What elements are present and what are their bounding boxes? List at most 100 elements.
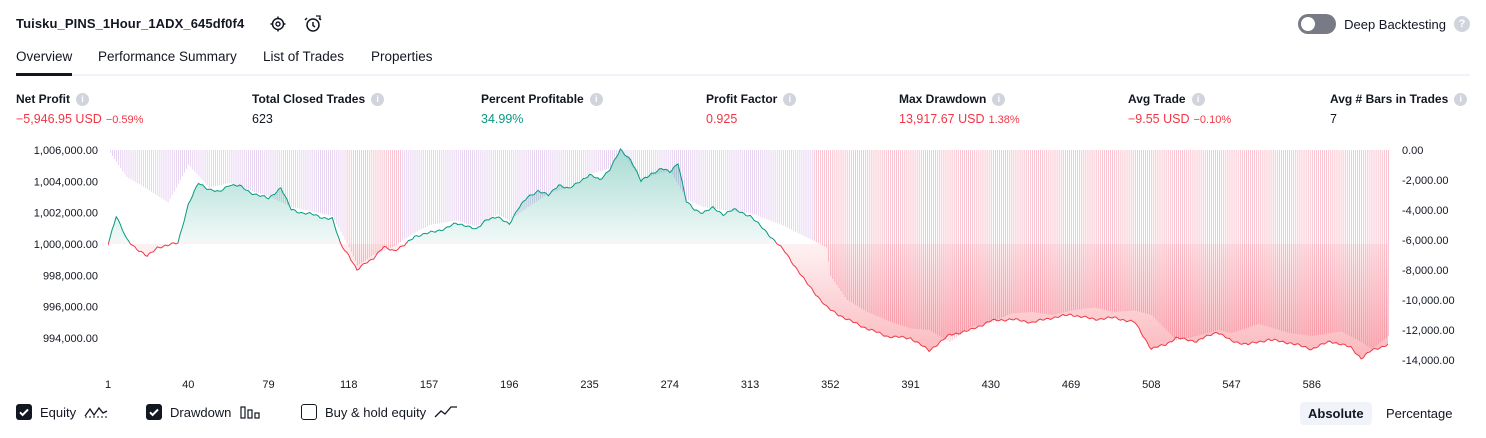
x-tick-label: 469	[1062, 379, 1080, 391]
metrics-row: Net Profit i −5,946.95 USD −0.59% Total Cl…	[16, 92, 1470, 132]
legend-drawdown[interactable]: Drawdown	[146, 404, 261, 420]
report-tabs: Overview Performance Summary List of Tra…	[16, 40, 1470, 76]
info-icon[interactable]: i	[992, 92, 1006, 106]
info-icon[interactable]: i	[1191, 92, 1205, 106]
equity-line-icon	[84, 406, 108, 418]
x-tick-label: 196	[500, 379, 518, 391]
equity-loss-area	[108, 241, 1388, 359]
y-left-tick-label: 1,006,000.00	[34, 145, 98, 157]
right-axis: 0.00 -2,000.00 -4,000.00 -6,000.00 -8,000.00…	[1402, 145, 1455, 367]
x-tick-label: 430	[982, 379, 1000, 391]
tab-properties[interactable]: Properties	[371, 49, 433, 64]
deep-backtesting-control: Deep Backtesting ?	[1298, 14, 1470, 34]
x-tick-label: 586	[1303, 379, 1321, 391]
metric-percent: −0.59%	[105, 114, 144, 126]
x-tick-label: 157	[420, 379, 438, 391]
legend-label: Buy & hold equity	[325, 404, 427, 420]
legend-label: Equity	[40, 404, 77, 420]
y-left-tick-label: 998,000.00	[43, 270, 98, 282]
metric-percent-profitable: Percent Profitable i 34.99%	[481, 92, 603, 126]
y-right-tick-label: -14,000.00	[1402, 355, 1455, 367]
percentage-mode-button[interactable]: Percentage	[1386, 406, 1453, 421]
metric-label: Total Closed Trades	[252, 92, 366, 106]
equity-series	[108, 147, 1388, 360]
metric-value: 0.925	[706, 112, 738, 126]
info-icon[interactable]: i	[1454, 92, 1468, 106]
metric-label: Net Profit	[16, 92, 70, 106]
metric-total-closed-trades: Total Closed Trades i 623	[252, 92, 385, 126]
metric-percent: 1.38%	[988, 114, 1020, 126]
equity-profit-area	[109, 148, 775, 241]
y-right-tick-label: -8,000.00	[1402, 265, 1448, 277]
metric-value: −9.55 USD	[1128, 112, 1190, 126]
settings-gear-icon[interactable]	[268, 14, 288, 34]
y-right-tick-label: -12,000.00	[1402, 325, 1455, 337]
equity-drawdown-chart[interactable]: 1,006,000.00 1,004,000.00 1,002,000.00 1,00…	[0, 140, 1486, 396]
y-right-tick-label: -2,000.00	[1402, 175, 1448, 187]
y-right-tick-label: -4,000.00	[1402, 205, 1448, 217]
y-right-tick-label: -6,000.00	[1402, 235, 1448, 247]
buy-hold-line-icon	[434, 406, 458, 418]
chart-legend: Equity Drawdown Buy & hold equity Absolu…	[16, 402, 1470, 428]
metric-max-drawdown: Max Drawdown i 13,917.67 USD 1.38%	[899, 92, 1020, 126]
y-left-tick-label: 1,000,000.00	[34, 239, 98, 251]
metric-avg-trade: Avg Trade i −9.55 USD −0.10%	[1128, 92, 1231, 126]
deep-backtesting-toggle[interactable]	[1298, 14, 1337, 34]
y-left-tick-label: 1,002,000.00	[34, 208, 98, 220]
drawdown-bars-icon	[240, 406, 261, 419]
x-tick-label: 1	[105, 379, 111, 391]
metric-label: Profit Factor	[706, 92, 778, 106]
metric-avg-bars-in-trades: Avg # Bars in Trades i 7	[1330, 92, 1468, 126]
metric-profit-factor: Profit Factor i 0.925	[706, 92, 797, 126]
alarm-clock-icon[interactable]	[303, 14, 323, 34]
checkbox-checked-icon[interactable]	[16, 404, 32, 420]
deep-backtesting-label: Deep Backtesting	[1344, 16, 1446, 32]
x-axis: 1 40 79 118 157 196 235 274 313 352 391 430 469 508 54…	[105, 379, 1321, 391]
report-header: Tuisku_PINS_1Hour_1ADX_645df0f4 Deep Bac…	[16, 12, 1470, 36]
y-left-tick-label: 1,004,000.00	[34, 176, 98, 188]
checkbox-checked-icon[interactable]	[146, 404, 162, 420]
metric-value: −5,946.95 USD	[16, 112, 102, 126]
metric-value: 34.99%	[481, 112, 524, 126]
strategy-title: Tuisku_PINS_1Hour_1ADX_645df0f4	[16, 16, 245, 31]
equity-line-loss	[108, 241, 1388, 360]
left-axis: 1,006,000.00 1,004,000.00 1,002,000.00 1,00…	[34, 145, 98, 345]
toggle-knob	[1301, 17, 1316, 31]
tab-overview[interactable]: Overview	[16, 49, 73, 76]
metric-label: Max Drawdown	[899, 92, 987, 106]
tab-list-of-trades[interactable]: List of Trades	[263, 49, 345, 64]
x-tick-label: 235	[580, 379, 598, 391]
equity-line-profit	[108, 147, 776, 241]
metric-value: 7	[1330, 112, 1337, 126]
metric-value: 623	[252, 112, 273, 126]
x-tick-label: 352	[821, 379, 839, 391]
metric-value: 13,917.67 USD	[899, 112, 985, 126]
x-tick-label: 313	[741, 379, 759, 391]
info-icon[interactable]: i	[783, 92, 797, 106]
help-icon[interactable]: ?	[1454, 16, 1470, 32]
y-left-tick-label: 996,000.00	[43, 302, 98, 314]
info-icon[interactable]: i	[371, 92, 385, 106]
x-tick-label: 274	[661, 379, 679, 391]
tab-performance-summary[interactable]: Performance Summary	[98, 49, 237, 64]
info-icon[interactable]: i	[589, 92, 603, 106]
y-right-tick-label: 0.00	[1402, 145, 1423, 157]
x-tick-label: 547	[1222, 379, 1240, 391]
metric-percent: −0.10%	[1193, 114, 1232, 126]
metric-label: Avg Trade	[1128, 92, 1186, 106]
checkbox-unchecked-icon[interactable]	[301, 404, 317, 420]
absolute-mode-button[interactable]: Absolute	[1300, 402, 1372, 425]
legend-equity[interactable]: Equity	[16, 404, 108, 420]
x-tick-label: 391	[901, 379, 919, 391]
info-icon[interactable]: i	[76, 92, 89, 106]
metric-label: Avg # Bars in Trades	[1330, 92, 1449, 106]
legend-label: Drawdown	[170, 404, 232, 420]
x-tick-label: 508	[1142, 379, 1160, 391]
y-right-tick-label: -10,000.00	[1402, 295, 1455, 307]
x-tick-label: 79	[262, 379, 274, 391]
x-tick-label: 40	[182, 379, 194, 391]
metric-label: Percent Profitable	[481, 92, 584, 106]
legend-buy-hold-equity[interactable]: Buy & hold equity	[301, 404, 458, 420]
metric-net-profit: Net Profit i −5,946.95 USD −0.59%	[16, 92, 143, 126]
y-left-tick-label: 994,000.00	[43, 333, 98, 345]
